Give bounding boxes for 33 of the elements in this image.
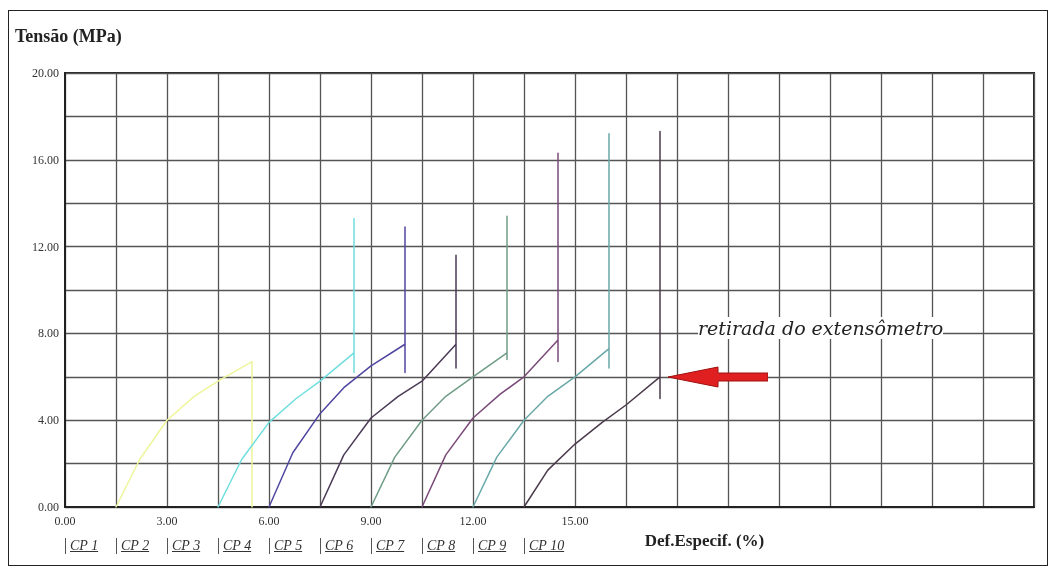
line-series xyxy=(523,130,661,508)
y-tick-label: 4.00 xyxy=(38,413,59,428)
text: CP 2 xyxy=(116,538,150,554)
text: CP 3 xyxy=(167,538,201,554)
line-series xyxy=(319,254,457,508)
line-series xyxy=(115,360,253,508)
text: CP 5 xyxy=(269,538,303,554)
text: CP 9 xyxy=(473,538,507,554)
y-tick-label: 8.00 xyxy=(38,326,59,341)
text: CP 10 xyxy=(524,538,565,554)
y-tick-label: 0.00 xyxy=(38,500,59,514)
line-series xyxy=(217,217,355,508)
x-tick-label: 6.00 xyxy=(258,514,280,528)
line-series xyxy=(370,215,508,508)
line-series xyxy=(268,226,406,508)
text: CP 1 xyxy=(65,538,99,554)
x-tick-label: 12.00 xyxy=(459,514,487,528)
y-tick-label: 20.00 xyxy=(32,66,59,80)
x-tick-label: 3.00 xyxy=(156,514,178,528)
x-tick-label: 0.00 xyxy=(54,514,76,528)
x-tick-label: 9.00 xyxy=(360,514,382,528)
text: CP 7 xyxy=(371,538,405,554)
x-tick-label: 15.00 xyxy=(561,514,589,528)
line-series xyxy=(472,133,610,508)
y-tick-label: 12.00 xyxy=(32,239,59,254)
text: CP 4 xyxy=(218,538,252,554)
text: CP 8 xyxy=(422,538,456,554)
y-axis-title: Tensão (MPa) xyxy=(15,26,122,47)
text: CP 6 xyxy=(320,538,354,554)
line-series xyxy=(421,152,559,508)
annotation: retirada do extensômetro xyxy=(698,316,944,339)
x-axis-title: Def.Especif. (%) xyxy=(644,530,765,550)
y-tick-label: 16.00 xyxy=(32,152,59,167)
